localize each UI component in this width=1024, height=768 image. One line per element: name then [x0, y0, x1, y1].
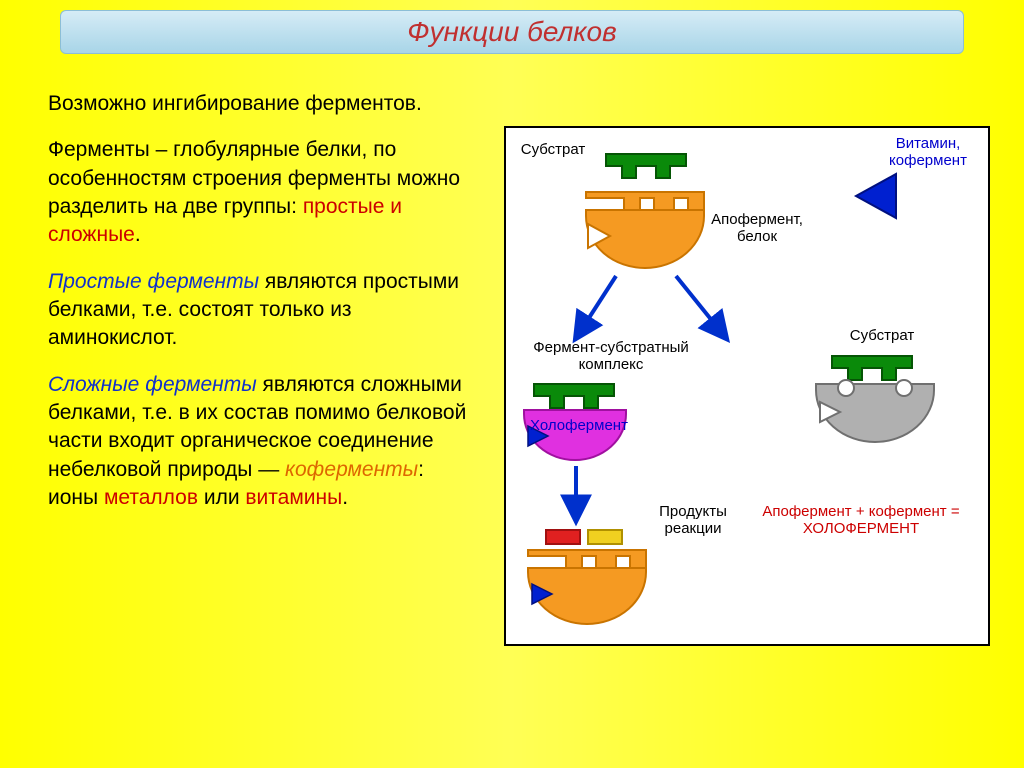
label-complex: Фермент-субстратныйкомплекс: [516, 340, 706, 373]
paragraph-3: Простые ферменты являются простыми белка…: [48, 268, 468, 353]
paragraph-4: Сложные ферменты являются сложными белка…: [48, 371, 468, 513]
diagram-svg: [506, 128, 992, 648]
enzyme-diagram: Субстрат Витамин,кофермент Апофермент,бе…: [504, 126, 990, 646]
products-icon: [528, 530, 646, 624]
body-text: Возможно ингибирование ферментов. Фермен…: [48, 90, 468, 530]
arrow-icon: [576, 276, 616, 338]
label-substrate-top: Субстрат: [512, 142, 594, 159]
label-products: Продуктыреакции: [648, 504, 738, 537]
paragraph-2: Ферменты – глобулярные белки, по особенн…: [48, 136, 468, 249]
slide: Функции белков Возможно ингибирование фе…: [0, 0, 1024, 768]
p4e-text: металлов: [104, 486, 198, 509]
substrate-top-icon: [606, 154, 686, 178]
p4a-text: Сложные ферменты: [48, 373, 257, 396]
p3a-text: Простые ферменты: [48, 270, 259, 293]
label-vitamin: Витамин,кофермент: [878, 136, 978, 169]
cofactor-icon: [856, 174, 896, 218]
title-bar: Функции белков: [60, 10, 964, 54]
paragraph-1: Возможно ингибирование ферментов.: [48, 90, 468, 118]
p4h-text: .: [342, 486, 348, 509]
p4c-text: коферменты: [285, 458, 418, 481]
gray-enzyme-icon: [816, 356, 934, 442]
arrow-icon: [676, 276, 726, 338]
label-equation: Апофермент + кофермент =ХОЛОФЕРМЕНТ: [746, 504, 976, 537]
p2c-text: .: [135, 223, 141, 246]
p1-text: Возможно ингибирование ферментов.: [48, 92, 422, 115]
label-apoenzyme: Апофермент,белок: [702, 212, 812, 245]
slide-title: Функции белков: [407, 16, 616, 48]
p4g-text: витамины: [245, 486, 342, 509]
label-holoenzyme: Холофермент: [524, 418, 634, 435]
p4f-text: или: [198, 486, 245, 509]
apoenzyme-icon: [586, 192, 704, 268]
label-substrate-right: Субстрат: [842, 328, 922, 345]
